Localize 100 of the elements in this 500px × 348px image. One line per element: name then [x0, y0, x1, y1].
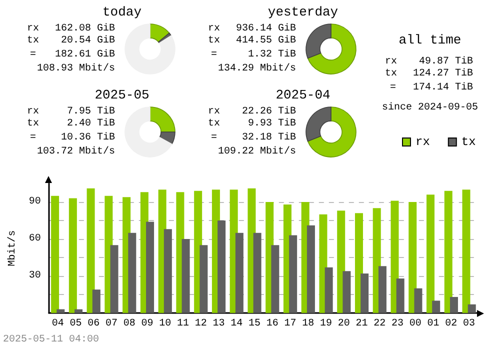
y-tick-label: 90 — [28, 196, 41, 208]
text: 20.54 GiB — [60, 34, 115, 46]
text: 109.22 Mbit/s — [218, 146, 296, 158]
text: 49.87 TiB — [418, 56, 473, 68]
text: = — [390, 82, 396, 94]
text: 134.29 Mbit/s — [218, 62, 296, 74]
x-tick-label: 22 — [374, 318, 386, 330]
bar — [378, 266, 386, 313]
x-tick-label: 03 — [463, 318, 476, 330]
bar — [432, 300, 440, 313]
text: = — [30, 132, 36, 144]
x-tick-label: 19 — [320, 318, 332, 330]
x-tick-label: 21 — [356, 318, 368, 330]
text: all time — [398, 32, 462, 48]
bar — [468, 304, 476, 313]
x-tick-label: 20 — [338, 318, 350, 330]
text: 1.32 TiB — [248, 48, 296, 60]
bar — [68, 198, 77, 313]
chart-title: 2025-05 — [94, 88, 150, 102]
bar — [253, 232, 262, 313]
text: rx — [208, 24, 220, 34]
bar — [110, 245, 118, 313]
bar — [128, 232, 136, 313]
text: 103.72 Mbit/s — [36, 146, 115, 158]
bar — [200, 245, 208, 313]
text: 2.40 TiB — [66, 118, 115, 130]
text: 22.26 TiB — [242, 106, 296, 118]
x-tick-label: 16 — [266, 318, 278, 330]
bar — [342, 271, 351, 313]
bar — [462, 190, 470, 313]
bar — [414, 288, 422, 313]
bar — [164, 229, 172, 313]
text: = — [211, 132, 218, 144]
x-tick-label: 09 — [141, 318, 154, 330]
x-tick-label: 17 — [284, 318, 296, 330]
text: rx — [27, 24, 40, 34]
x-tick-label: 02 — [445, 318, 458, 330]
bar — [74, 309, 83, 313]
x-tick-label: 06 — [88, 318, 100, 330]
y-axis-title: Mbit/s — [6, 230, 18, 266]
text: tx — [208, 118, 220, 130]
x-tick-label: 04 — [52, 318, 64, 330]
text: 9.93 TiB — [248, 118, 296, 130]
text: rx — [208, 106, 220, 118]
x-tick-label: 15 — [248, 318, 261, 330]
x-tick-label: 23 — [392, 318, 404, 330]
bar — [235, 232, 244, 313]
x-tick-label: 01 — [427, 318, 440, 330]
bar — [450, 296, 458, 313]
text: 32.18 TiB — [242, 132, 296, 144]
bar — [396, 278, 404, 313]
x-tick-label: 18 — [302, 318, 314, 330]
text: 414.55 GiB — [236, 34, 296, 46]
text: rx — [27, 106, 40, 118]
bar — [360, 274, 369, 313]
bar — [289, 235, 298, 313]
text: 10.36 TiB — [60, 132, 115, 144]
text: 7.95 TiB — [66, 106, 115, 118]
bar — [390, 200, 399, 313]
chart-title: yesterday — [268, 4, 338, 20]
text: 108.93 Mbit/s — [36, 62, 115, 74]
bar — [86, 188, 95, 313]
bar — [218, 220, 226, 313]
bar — [56, 309, 65, 313]
text: 174.14 TiB — [412, 82, 473, 94]
text: tx — [27, 118, 40, 130]
bar — [408, 202, 417, 313]
text: = — [30, 50, 36, 60]
legend-label: rx — [416, 135, 430, 149]
text: tx — [27, 36, 40, 46]
x-tick-label: 05 — [70, 318, 82, 330]
text: 124.27 TiB — [412, 68, 473, 80]
text: 936.14 GiB — [236, 22, 296, 34]
y-tick-label: 60 — [28, 234, 41, 244]
x-tick-label: 00 — [409, 318, 422, 330]
bar — [324, 267, 333, 313]
legend-label: tx — [461, 135, 476, 149]
bar — [271, 245, 280, 313]
text: tx — [208, 36, 220, 46]
text: = — [211, 50, 218, 60]
text: since 2024-09-05 — [382, 102, 478, 114]
text: rx — [385, 56, 398, 68]
x-tick-label: 10 — [159, 318, 172, 330]
bar — [306, 225, 315, 313]
y-tick-label: 30 — [28, 270, 41, 282]
bar — [444, 190, 452, 313]
text: 182.61 GiB — [54, 48, 115, 60]
text: 2025-05-11 04:00 — [3, 334, 100, 346]
text: tx — [385, 68, 398, 80]
x-tick-label: 14 — [230, 318, 243, 330]
chart-title: 2025-04 — [276, 88, 331, 102]
x-tick-label: 13 — [212, 318, 225, 330]
bar — [426, 194, 434, 313]
text: 162.08 GiB — [54, 22, 115, 34]
x-tick-label: 08 — [123, 318, 136, 330]
bar — [182, 239, 190, 313]
x-tick-label: 11 — [176, 318, 190, 330]
bar — [146, 222, 154, 313]
x-tick-label: 07 — [105, 318, 118, 330]
bar — [51, 196, 60, 313]
